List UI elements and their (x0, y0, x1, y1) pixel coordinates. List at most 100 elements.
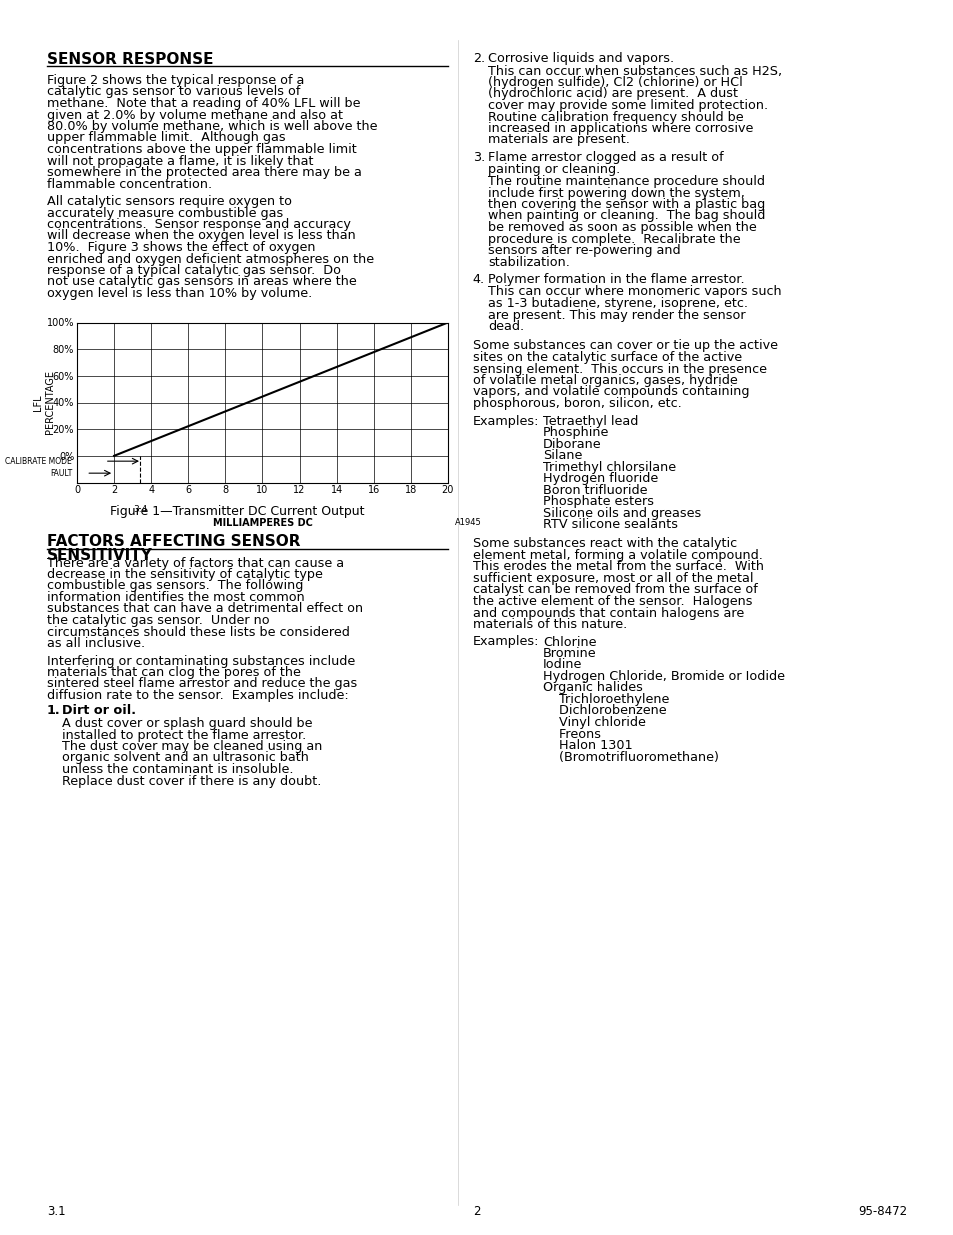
Text: (Bromotrifluoromethane): (Bromotrifluoromethane) (542, 751, 718, 763)
Text: circumstances should these lists be considered: circumstances should these lists be cons… (47, 625, 350, 638)
Text: Corrosive liquids and vapors.: Corrosive liquids and vapors. (487, 52, 674, 65)
Text: will decrease when the oxygen level is less than: will decrease when the oxygen level is l… (47, 230, 355, 242)
Text: accurately measure combustible gas: accurately measure combustible gas (47, 206, 283, 220)
Text: Some substances react with the catalytic: Some substances react with the catalytic (473, 537, 737, 551)
Text: when painting or cleaning.  The bag should: when painting or cleaning. The bag shoul… (487, 210, 764, 222)
Text: Dirt or oil.: Dirt or oil. (62, 704, 136, 718)
Text: upper flammable limit.  Although gas: upper flammable limit. Although gas (47, 131, 285, 144)
Text: methane.  Note that a reading of 40% LFL will be: methane. Note that a reading of 40% LFL … (47, 98, 360, 110)
Text: Figure 2 shows the typical response of a: Figure 2 shows the typical response of a (47, 74, 304, 86)
Text: 2.: 2. (473, 52, 484, 65)
Text: the catalytic gas sensor.  Under no: the catalytic gas sensor. Under no (47, 614, 270, 627)
Text: dead.: dead. (487, 320, 523, 333)
Text: and compounds that contain halogens are: and compounds that contain halogens are (473, 606, 743, 620)
Text: catalytic gas sensor to various levels of: catalytic gas sensor to various levels o… (47, 85, 300, 99)
Text: vapors, and volatile compounds containing: vapors, and volatile compounds containin… (473, 385, 749, 399)
Text: sensors after re-powering and: sensors after re-powering and (487, 245, 679, 257)
Text: There are a variety of factors that can cause a: There are a variety of factors that can … (47, 557, 344, 569)
Text: unless the contaminant is insoluble.: unless the contaminant is insoluble. (62, 763, 294, 776)
Text: then covering the sensor with a plastic bag: then covering the sensor with a plastic … (487, 198, 764, 211)
Text: materials are present.: materials are present. (487, 133, 629, 147)
Text: are present. This may render the sensor: are present. This may render the sensor (487, 309, 744, 321)
Text: 1.: 1. (47, 704, 61, 718)
Text: as all inclusive.: as all inclusive. (47, 637, 145, 650)
Text: The routine maintenance procedure should: The routine maintenance procedure should (487, 175, 764, 188)
Text: Hydrogen fluoride: Hydrogen fluoride (542, 472, 658, 485)
Text: Silane: Silane (542, 450, 581, 462)
Text: organic solvent and an ultrasonic bath: organic solvent and an ultrasonic bath (62, 752, 309, 764)
Text: Trimethyl chlorsilane: Trimethyl chlorsilane (542, 461, 676, 473)
Text: combustible gas sensors.  The following: combustible gas sensors. The following (47, 579, 303, 593)
Text: Some substances can cover or tie up the active: Some substances can cover or tie up the … (473, 340, 777, 352)
Text: Halon 1301: Halon 1301 (542, 739, 632, 752)
Text: not use catalytic gas sensors in areas where the: not use catalytic gas sensors in areas w… (47, 275, 356, 289)
Text: SENSOR RESPONSE: SENSOR RESPONSE (47, 52, 213, 67)
Text: RTV silicone sealants: RTV silicone sealants (542, 517, 678, 531)
Text: (hydrogen sulfide), Cl2 (chlorine) or HCl: (hydrogen sulfide), Cl2 (chlorine) or HC… (487, 77, 741, 89)
Text: decrease in the sensitivity of catalytic type: decrease in the sensitivity of catalytic… (47, 568, 322, 580)
Text: Examples:: Examples: (473, 636, 538, 648)
Text: diffusion rate to the sensor.  Examples include:: diffusion rate to the sensor. Examples i… (47, 689, 349, 701)
Text: This erodes the metal from the surface.  With: This erodes the metal from the surface. … (473, 561, 763, 573)
Text: substances that can have a detrimental effect on: substances that can have a detrimental e… (47, 603, 363, 615)
Text: All catalytic sensors require oxygen to: All catalytic sensors require oxygen to (47, 195, 292, 207)
Text: Phosphine: Phosphine (542, 426, 609, 438)
Y-axis label: LFL
PERCENTAGE: LFL PERCENTAGE (33, 370, 54, 435)
Text: given at 2.0% by volume methane and also at: given at 2.0% by volume methane and also… (47, 109, 343, 121)
Text: stabilization.: stabilization. (487, 256, 569, 268)
Text: Iodine: Iodine (542, 658, 581, 672)
Text: This can occur where monomeric vapors such: This can occur where monomeric vapors su… (487, 285, 781, 299)
Text: Phosphate esters: Phosphate esters (542, 495, 653, 508)
Text: as 1-3 butadiene, styrene, isoprene, etc.: as 1-3 butadiene, styrene, isoprene, etc… (487, 296, 747, 310)
Text: FAULT: FAULT (50, 468, 72, 478)
Text: FACTORS AFFECTING SENSOR: FACTORS AFFECTING SENSOR (47, 535, 300, 550)
Text: materials of this nature.: materials of this nature. (473, 618, 626, 631)
Text: response of a typical catalytic gas sensor.  Do: response of a typical catalytic gas sens… (47, 264, 340, 277)
Text: Dichlorobenzene: Dichlorobenzene (542, 704, 666, 718)
Text: sufficient exposure, most or all of the metal: sufficient exposure, most or all of the … (473, 572, 753, 585)
Text: 80.0% by volume methane, which is well above the: 80.0% by volume methane, which is well a… (47, 120, 377, 133)
Text: catalyst can be removed from the surface of: catalyst can be removed from the surface… (473, 583, 757, 597)
Text: MILLIAMPERES DC: MILLIAMPERES DC (213, 517, 312, 527)
Text: Silicone oils and greases: Silicone oils and greases (542, 506, 700, 520)
Text: flammable concentration.: flammable concentration. (47, 178, 212, 190)
Text: sintered steel flame arrestor and reduce the gas: sintered steel flame arrestor and reduce… (47, 678, 356, 690)
Text: Diborane: Diborane (542, 437, 601, 451)
Text: element metal, forming a volatile compound.: element metal, forming a volatile compou… (473, 550, 762, 562)
Text: concentrations.  Sensor response and accuracy: concentrations. Sensor response and accu… (47, 219, 351, 231)
Text: Routine calibration frequency should be: Routine calibration frequency should be (487, 110, 742, 124)
Text: materials that can clog the pores of the: materials that can clog the pores of the (47, 666, 300, 679)
Text: CALIBRATE MODE: CALIBRATE MODE (6, 457, 72, 466)
Text: Hydrogen Chloride, Bromide or Iodide: Hydrogen Chloride, Bromide or Iodide (542, 671, 784, 683)
Text: cover may provide some limited protection.: cover may provide some limited protectio… (487, 99, 767, 112)
Text: Freons: Freons (542, 727, 600, 741)
Text: 2: 2 (473, 1205, 480, 1218)
Text: Figure 1—Transmitter DC Current Output: Figure 1—Transmitter DC Current Output (111, 505, 364, 517)
Text: procedure is complete.  Recalibrate the: procedure is complete. Recalibrate the (487, 232, 740, 246)
Text: Vinyl chloride: Vinyl chloride (542, 716, 645, 729)
Text: increased in applications where corrosive: increased in applications where corrosiv… (487, 122, 753, 135)
Text: Bromine: Bromine (542, 647, 596, 659)
Text: phosphorous, boron, silicon, etc.: phosphorous, boron, silicon, etc. (473, 396, 681, 410)
Text: 3.1: 3.1 (47, 1205, 66, 1218)
Text: 10%.  Figure 3 shows the effect of oxygen: 10%. Figure 3 shows the effect of oxygen (47, 241, 315, 254)
Text: will not propagate a flame, it is likely that: will not propagate a flame, it is likely… (47, 154, 314, 168)
Text: Replace dust cover if there is any doubt.: Replace dust cover if there is any doubt… (62, 774, 321, 788)
Text: of volatile metal organics, gases, hydride: of volatile metal organics, gases, hydri… (473, 374, 737, 387)
Text: Organic halides: Organic halides (542, 682, 642, 694)
Text: information identifies the most common: information identifies the most common (47, 592, 304, 604)
Text: sensing element.  This occurs in the presence: sensing element. This occurs in the pres… (473, 363, 766, 375)
Text: Flame arrestor clogged as a result of: Flame arrestor clogged as a result of (487, 151, 722, 164)
Text: 3.: 3. (473, 151, 485, 164)
Text: A dust cover or splash guard should be: A dust cover or splash guard should be (62, 718, 313, 730)
Text: installed to protect the flame arrestor.: installed to protect the flame arrestor. (62, 729, 306, 741)
Text: Trichloroethylene: Trichloroethylene (542, 693, 669, 706)
Text: (hydrochloric acid) are present.  A dust: (hydrochloric acid) are present. A dust (487, 88, 738, 100)
Text: 95-8472: 95-8472 (857, 1205, 906, 1218)
Text: The dust cover may be cleaned using an: The dust cover may be cleaned using an (62, 740, 322, 753)
Text: Interfering or contaminating substances include: Interfering or contaminating substances … (47, 655, 355, 667)
Text: Polymer formation in the flame arrestor.: Polymer formation in the flame arrestor. (487, 273, 743, 287)
Text: Chlorine: Chlorine (542, 636, 596, 648)
Text: enriched and oxygen deficient atmospheres on the: enriched and oxygen deficient atmosphere… (47, 252, 374, 266)
Text: include first powering down the system,: include first powering down the system, (487, 186, 744, 200)
